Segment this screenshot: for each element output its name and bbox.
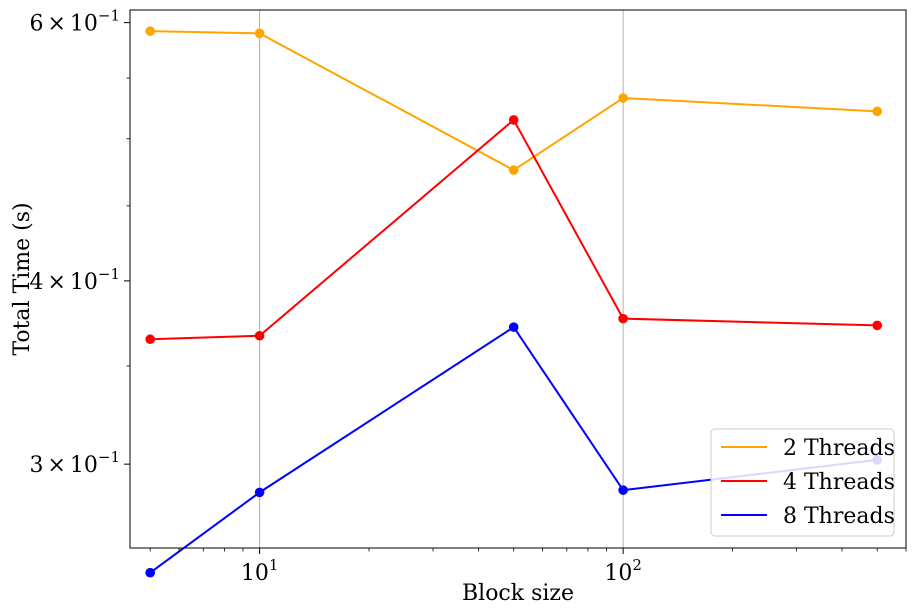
x-tick-exponent: 1 — [269, 556, 279, 574]
x-tick-label: 101 — [241, 556, 279, 586]
x-axis-label: Block size — [462, 581, 574, 606]
data-point — [618, 485, 628, 495]
data-point — [254, 28, 265, 39]
y-axis-ticks: 6 × 10−14 × 10−13 × 10−1 — [29, 7, 130, 478]
data-point — [872, 320, 883, 331]
y-tick-coefficient: 3 — [29, 453, 43, 478]
legend-frame — [710, 428, 895, 537]
y-tick-label: 6 × 10−1 — [29, 7, 120, 37]
y-tick-exponent: −1 — [98, 7, 120, 25]
data-point — [508, 165, 519, 175]
data-point — [508, 322, 519, 332]
data-point — [872, 106, 883, 117]
legend: 2 Threads 4 Threads 8 Threads — [710, 428, 895, 537]
legend-entry: 2 Threads — [721, 436, 895, 461]
legend-label: 2 Threads — [783, 436, 895, 461]
x-tick-label: 102 — [604, 556, 642, 586]
y-tick-times: × — [47, 12, 65, 37]
y-axis-label: Total Time (s) — [10, 202, 35, 355]
legend-label: 4 Threads — [783, 470, 895, 495]
series-2 — [145, 115, 883, 345]
data-point — [254, 330, 265, 341]
y-tick-base: 10 — [70, 12, 98, 37]
data-point — [508, 115, 519, 125]
y-tick-times: × — [47, 270, 65, 295]
y-tick-times: × — [47, 453, 65, 478]
grid — [259, 10, 624, 548]
data-point — [618, 93, 628, 103]
y-tick-exponent: −1 — [98, 448, 120, 466]
data-point — [618, 313, 628, 324]
plot-area-frame — [129, 9, 907, 549]
series-layer — [145, 26, 883, 578]
data-point — [254, 487, 265, 498]
x-tick-exponent: 2 — [632, 556, 642, 574]
x-tick-base: 10 — [604, 561, 632, 586]
data-point — [145, 567, 155, 578]
legend-entry: 4 Threads — [721, 470, 895, 495]
x-axis-ticks: 101 102 — [149, 548, 907, 586]
legend-entry: 8 Threads — [721, 504, 895, 529]
legend-label: 8 Threads — [783, 504, 895, 529]
y-tick-label: 4 × 10−1 — [29, 265, 120, 295]
data-point — [145, 334, 155, 345]
y-tick-exponent: −1 — [98, 265, 120, 283]
x-tick-base: 10 — [241, 561, 269, 586]
data-point — [145, 26, 155, 36]
series-1 — [145, 26, 883, 175]
y-tick-base: 10 — [70, 453, 98, 478]
y-tick-coefficient: 6 — [29, 12, 43, 37]
y-tick-coefficient: 4 — [29, 270, 43, 295]
y-tick-label: 3 × 10−1 — [29, 448, 120, 478]
y-tick-base: 10 — [70, 270, 98, 295]
